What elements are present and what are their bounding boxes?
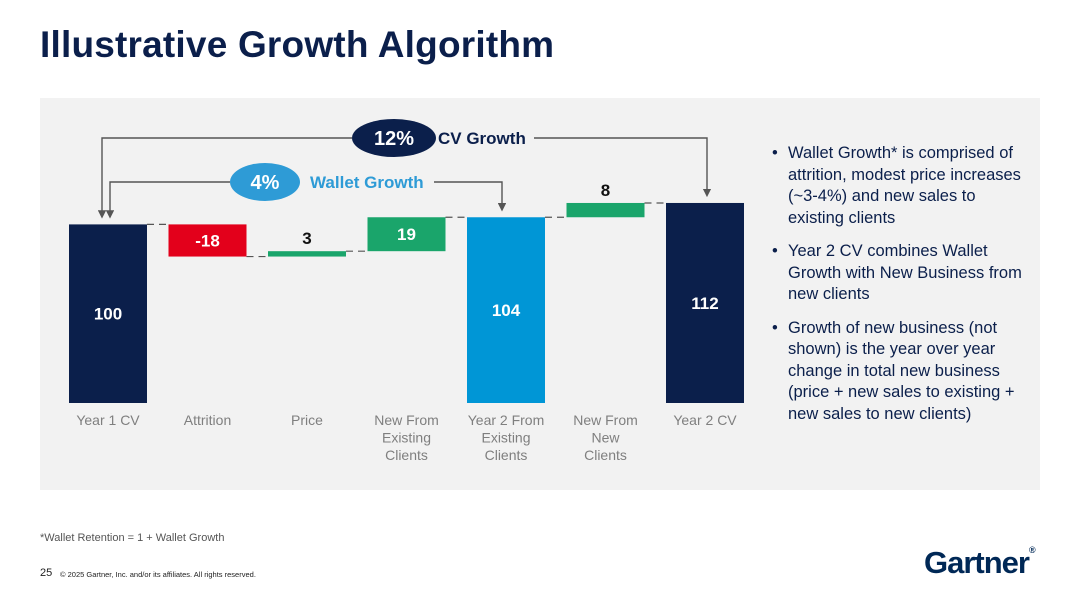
bar-2 [268,251,346,257]
category-line: Attrition [184,412,231,428]
bar-3 [367,217,446,252]
category-label-5: New From New Clients [573,412,638,463]
value-label-6: 112 [691,294,718,313]
bar-4 [467,217,545,403]
bracket-right-1 [434,181,507,212]
badge-0 [352,119,436,157]
page-number: 25 [40,567,53,579]
value-label-2: 3 [302,229,311,248]
logo-text: Gartner [924,545,1030,580]
value-label-4: 104 [492,301,521,320]
category-line: New From [573,412,638,428]
bar-0 [69,224,147,403]
annotation-label-0: CV Growth [438,129,526,148]
category-line: Clients [584,447,627,463]
value-label-0: 100 [94,305,122,324]
category-line: Year 2 CV [673,412,737,428]
logo-mark: ® [1028,545,1036,555]
bullet-item: Growth of new business (not shown) is th… [770,318,1025,426]
page-title: Illustrative Growth Algorithm [40,24,555,65]
category-line: Clients [385,447,428,463]
category-label-3: New From Existing Clients [374,412,439,463]
category-label-0: Year 1 CV [76,412,140,428]
bracket-left-1 [105,181,230,219]
value-label-5: 8 [601,181,610,200]
category-line: Year 1 CV [76,412,140,428]
bar-5 [566,202,645,218]
annotation-label-1: Wallet Growth [310,173,424,192]
bullet-item: Wallet Growth* is comprised of attrition… [770,143,1025,229]
category-label-6: Year 2 CV [673,412,737,428]
badge-1 [230,163,300,201]
badge-text-1: 4% [251,172,280,194]
bullet-item: Year 2 CV combines Wallet Growth with Ne… [770,241,1025,306]
value-label-1: -18 [195,231,220,250]
gartner-logo: Gartner® [924,545,1036,581]
bullet-list: Wallet Growth* is comprised of attrition… [770,143,1025,437]
footnote: *Wallet Retention = 1 + Wallet Growth [40,532,225,544]
category-label-2: Price [291,412,323,428]
category-line: Price [291,412,323,428]
category-line: New From [374,412,439,428]
category-label-1: Attrition [184,412,231,428]
category-label-4: Year 2 From Existing Clients [468,412,545,463]
category-line: Existing [481,430,530,446]
category-line: Clients [485,447,528,463]
bar-6 [666,202,744,403]
category-line: New [591,430,620,446]
copyright: © 2025 Gartner, Inc. and/or its affiliat… [60,570,256,579]
bracket-left-0 [97,137,352,219]
bracket-right-0 [534,137,712,198]
category-line: Existing [382,430,431,446]
category-line: Year 2 From [468,412,545,428]
value-label-3: 19 [397,225,416,244]
badge-text-0: 12% [374,128,414,150]
bar-1 [168,224,247,257]
